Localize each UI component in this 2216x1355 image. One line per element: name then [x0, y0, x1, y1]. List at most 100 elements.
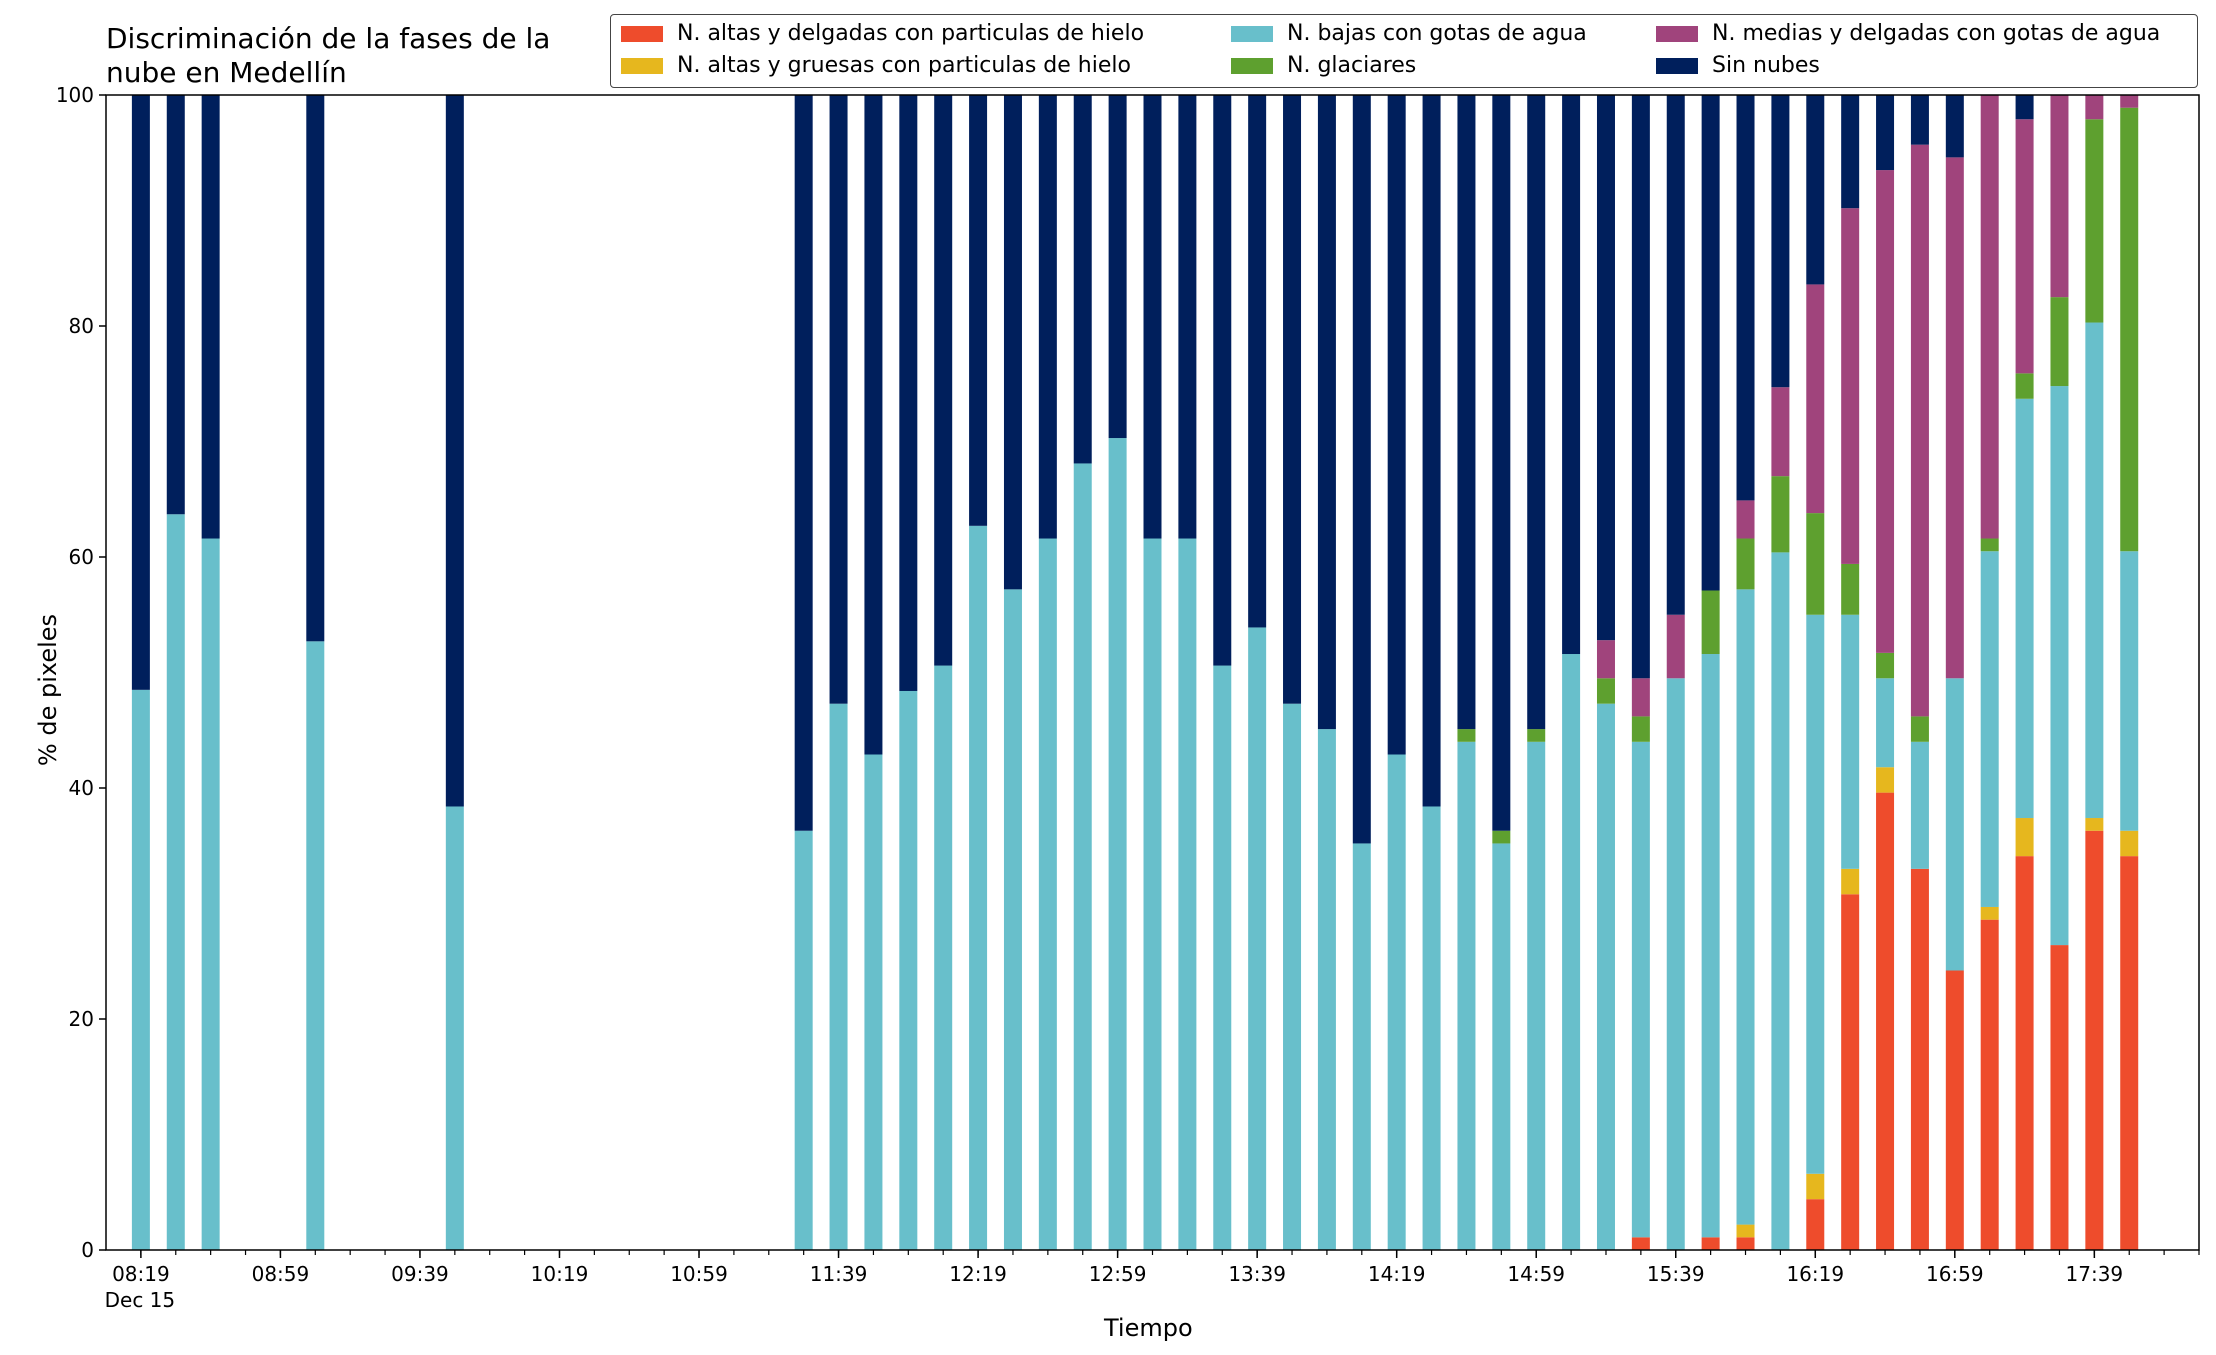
- bar-segment: [1143, 95, 1162, 539]
- x-tick-label: 14:59: [1507, 1262, 1565, 1286]
- bar-segment: [1736, 95, 1755, 501]
- bar-segment: [1596, 640, 1615, 679]
- y-tick-label: 80: [69, 314, 94, 338]
- bar-segment: [1841, 563, 1860, 615]
- bar-segment: [1806, 284, 1825, 514]
- legend-item-bajas: N. bajas con gotas de agua: [1231, 21, 1587, 46]
- bar-segment: [1666, 95, 1685, 615]
- bar-segment: [829, 703, 848, 1250]
- bar-segment: [1562, 95, 1581, 655]
- legend-swatch: [621, 25, 663, 42]
- bar-segment: [166, 95, 185, 515]
- chart-title: Discriminación de la fases de la nube en…: [106, 22, 551, 89]
- bar-segment: [1527, 729, 1546, 742]
- x-tick-label: 09:39: [391, 1262, 449, 1286]
- legend-label: N. altas y gruesas con particulas de hie…: [677, 53, 1131, 78]
- bar-segment: [1876, 767, 1895, 793]
- bar-segment: [2120, 95, 2139, 108]
- legend-swatch: [1656, 57, 1698, 74]
- bar-segment: [1806, 513, 1825, 615]
- bar-segment: [2015, 95, 2034, 120]
- chart-legend: N. altas y delgadas con particulas de hi…: [610, 14, 2198, 88]
- bar-segment: [1073, 463, 1092, 1250]
- bar-segment: [1492, 843, 1511, 1250]
- bar-segment: [1631, 1237, 1650, 1250]
- bar-segment: [1945, 157, 1964, 679]
- bar-segment: [1352, 95, 1371, 844]
- x-tick-label: 11:39: [810, 1262, 868, 1286]
- bar-segment: [2050, 945, 2069, 1250]
- bar-segment: [1038, 95, 1057, 539]
- bar-segment: [1143, 538, 1162, 1250]
- bar-segment: [1283, 95, 1302, 704]
- bar-segment: [2015, 119, 2034, 374]
- bar-segment: [1073, 95, 1092, 464]
- bar-segment: [1422, 806, 1441, 1250]
- bar-segment: [1527, 741, 1546, 1250]
- bar-segment: [1213, 95, 1232, 666]
- bar-segment: [1387, 95, 1406, 755]
- bar-segment: [1771, 552, 1790, 1250]
- x-tick-label: 15:39: [1647, 1262, 1705, 1286]
- legend-item-altas-delgadas: N. altas y delgadas con particulas de hi…: [621, 21, 1144, 46]
- bar-segment: [445, 806, 464, 1250]
- legend-label: N. medias y delgadas con gotas de agua: [1712, 21, 2161, 46]
- bar-segment: [1910, 716, 1929, 742]
- bar-segment: [1701, 590, 1720, 655]
- bar-segment: [1422, 95, 1441, 807]
- bar-segment: [899, 690, 918, 1250]
- bar-segment: [1352, 843, 1371, 1250]
- legend-item-sin-nubes: Sin nubes: [1656, 53, 1820, 78]
- bar-segment: [1945, 970, 1964, 1250]
- bar-segment: [1876, 792, 1895, 1250]
- bar-segment: [1771, 387, 1790, 477]
- bar-segment: [1108, 438, 1127, 1250]
- bar-segment: [131, 689, 150, 1250]
- bar-segment: [1457, 95, 1476, 730]
- bar-segment: [1945, 678, 1964, 971]
- bar-segment: [1841, 894, 1860, 1250]
- bar-segment: [1980, 95, 1999, 539]
- bar-segment: [2050, 297, 2069, 387]
- bar-segment: [1876, 95, 1895, 171]
- legend-label: N. altas y delgadas con particulas de hi…: [677, 21, 1145, 46]
- bar-segment: [2120, 830, 2139, 857]
- x-tick-label: 08:19: [112, 1262, 170, 1286]
- bar-segment: [1248, 627, 1267, 1250]
- bar-segment: [1317, 729, 1336, 1250]
- bar-segment: [1841, 208, 1860, 564]
- y-tick-label: 60: [69, 545, 94, 569]
- bar-segment: [1736, 538, 1755, 590]
- bar-segment: [1980, 906, 1999, 920]
- x-tick-label: 14:19: [1368, 1262, 1426, 1286]
- bar-segment: [166, 514, 185, 1250]
- bar-segment: [2015, 818, 2034, 857]
- bar-segment: [1806, 614, 1825, 1174]
- bar-segment: [1596, 95, 1615, 641]
- bar-segment: [1108, 95, 1127, 439]
- x-tick-label: 10:19: [531, 1262, 589, 1286]
- bar-segment: [1736, 1224, 1755, 1238]
- x-tick-label: 10:59: [670, 1262, 728, 1286]
- y-tick-label: 40: [69, 776, 94, 800]
- bar-segment: [1771, 476, 1790, 553]
- bar-segment: [1736, 500, 1755, 539]
- legend-label: Sin nubes: [1712, 53, 1820, 78]
- bar-segment: [1178, 95, 1197, 539]
- bar-segment: [1701, 95, 1720, 591]
- bar-segment: [445, 95, 464, 807]
- x-tick-label: 13:39: [1228, 1262, 1286, 1286]
- bar-segment: [934, 665, 953, 1250]
- bar-segment: [1213, 665, 1232, 1250]
- legend-swatch: [1656, 25, 1698, 42]
- bar-segment: [1876, 170, 1895, 653]
- bar-segment: [1631, 741, 1650, 1238]
- bar-segment: [2050, 95, 2069, 298]
- bar-segment: [1910, 95, 1929, 145]
- bar-segment: [934, 95, 953, 666]
- bar-segment: [1596, 678, 1615, 704]
- bar-segment: [1910, 868, 1929, 1250]
- y-tick-label: 0: [81, 1238, 94, 1262]
- legend-label: N. bajas con gotas de agua: [1287, 21, 1587, 46]
- bar-segment: [1980, 551, 1999, 907]
